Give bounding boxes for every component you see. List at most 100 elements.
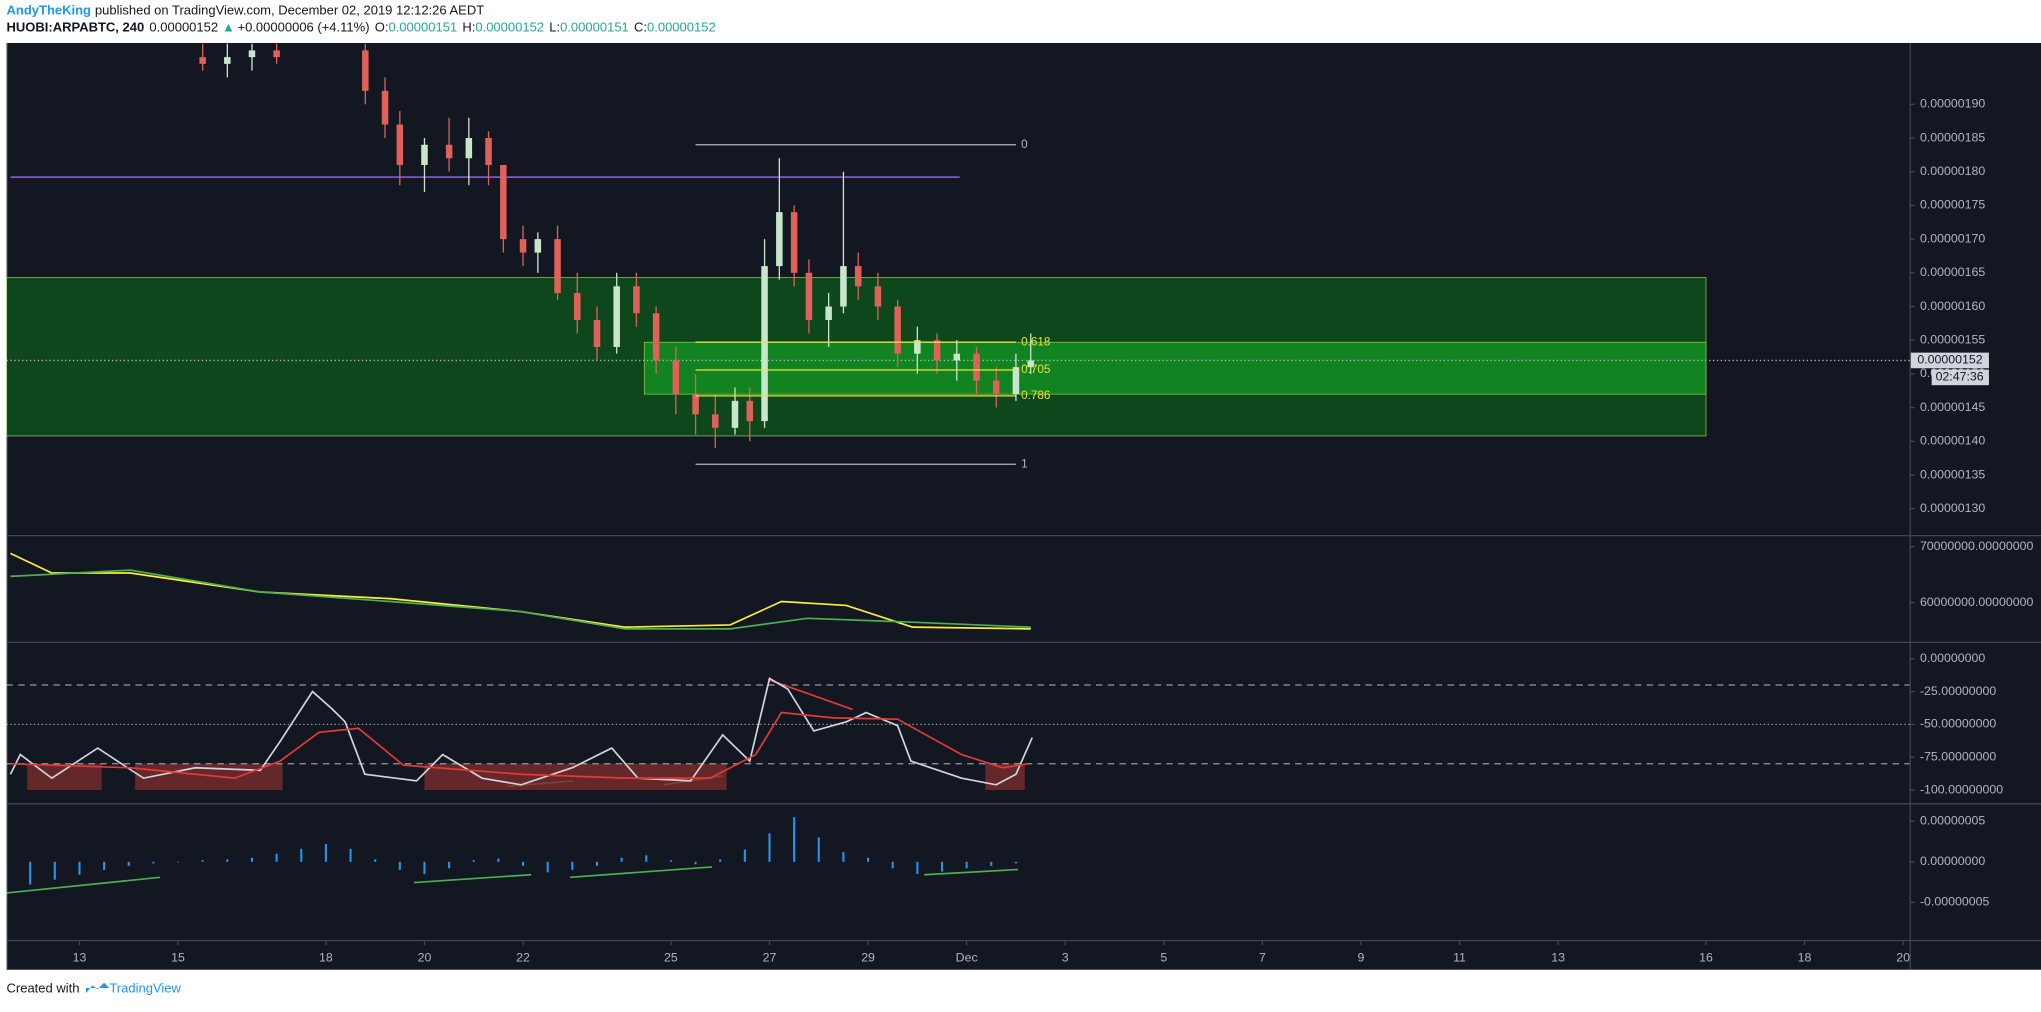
arrow: ▲: [222, 20, 235, 35]
y-tick-label: 0.00000190: [1920, 97, 1985, 111]
histogram-bar: [743, 849, 746, 862]
histogram-bar: [127, 861, 130, 866]
candle-body: [396, 124, 404, 165]
series-line: [10, 711, 1029, 780]
ohlc-label: C:: [634, 20, 647, 35]
y-tick-label: -25.00000000: [1920, 684, 1996, 698]
histogram-bar: [448, 861, 451, 869]
candle-body: [854, 266, 862, 287]
candle-body: [362, 50, 369, 91]
brand-logo: [85, 982, 110, 994]
x-tick-label: 13: [73, 950, 87, 964]
x-tick-label: 3: [1062, 950, 1069, 964]
x-tick-label: 11: [1453, 950, 1466, 964]
author: AndyTheKing: [7, 3, 92, 18]
ohlc-value: 0.00000152: [647, 20, 716, 35]
y-tick-label: 0.00000175: [1920, 198, 1985, 212]
histogram-bar: [571, 861, 574, 870]
pane: [6, 817, 1017, 892]
fib-label: 0.618: [1021, 335, 1050, 348]
y-tick-label: 0.00000180: [1920, 164, 1985, 178]
x-tick-label: 7: [1259, 950, 1266, 964]
histogram-bar: [595, 861, 599, 866]
ohlc-value: 0.00000151: [388, 20, 457, 35]
candle-body: [485, 138, 492, 165]
candle-body: [421, 144, 428, 165]
x-tick-label: 29: [861, 950, 875, 964]
histogram-bar: [694, 861, 697, 865]
histogram-bar: [891, 861, 894, 869]
candle-body: [652, 313, 660, 361]
x-tick-label: 22: [516, 950, 530, 964]
histogram-bar: [78, 861, 81, 875]
countdown-badge: [1931, 369, 1989, 386]
histogram-bar: [201, 860, 204, 862]
candle-body: [731, 400, 739, 428]
histogram-bar: [29, 861, 32, 885]
ohlc-label: L:: [549, 20, 560, 35]
histogram-bar: [275, 853, 278, 862]
histogram-bar: [669, 860, 672, 862]
histogram-bar: [349, 848, 352, 862]
histogram-bar: [324, 843, 327, 862]
y-tick-label: 0.00000145: [1920, 400, 1985, 414]
candle-body: [933, 340, 941, 361]
histogram-bar: [6, 861, 7, 892]
histogram-bar: [793, 817, 796, 862]
candle-body: [712, 414, 719, 428]
series-line: [10, 569, 1031, 630]
histogram-bar: [817, 837, 820, 862]
histogram-bar: [53, 861, 56, 880]
chart-background: [6, 42, 2041, 970]
candle-body: [574, 293, 581, 320]
histogram-bar: [768, 833, 771, 862]
y-tick-label: -0.00000005: [1920, 895, 1990, 909]
y-tick-label: 0.00000170: [1920, 231, 1985, 245]
histogram-bar: [940, 861, 944, 872]
y-tick-label: -100.00000000: [1920, 782, 2003, 796]
histogram-bar: [620, 857, 623, 862]
y-tick-label: 0.00000000: [1920, 651, 1985, 665]
pane-borders: [6, 42, 2041, 970]
histogram-bar: [398, 861, 401, 870]
histogram-bar: [965, 861, 968, 869]
ohlc-label: O:: [375, 20, 389, 35]
footer-created: Created with: [7, 981, 80, 996]
candle-body: [992, 380, 1000, 395]
y-tick-label: 0.00000140: [1920, 434, 1985, 448]
x-tick-label: 9: [1358, 950, 1365, 964]
candle-body: [825, 306, 832, 320]
candle-body: [248, 50, 256, 58]
y-tick-label: 0.00000185: [1920, 130, 1985, 144]
y-tick-label: 70000000.00000000: [1920, 539, 2034, 553]
candle-body: [840, 266, 847, 307]
y-tick-label: -50.00000000: [1920, 717, 1996, 731]
candle-body: [465, 138, 473, 159]
candle-body: [445, 144, 453, 159]
pane: [6, 677, 1910, 791]
candle-body: [500, 164, 507, 240]
candle-body: [273, 50, 280, 58]
fib-label: 1: [1021, 457, 1028, 470]
last-price-label: 0.00000152: [1917, 353, 1982, 367]
candle-body: [914, 340, 921, 354]
candle-body: [534, 239, 542, 253]
header-line-1: AndyTheKing published on TradingView.com,…: [7, 3, 485, 18]
candle-body: [746, 400, 754, 422]
fib-label: 0.786: [1021, 389, 1050, 402]
histogram-bar: [176, 861, 180, 863]
histogram-bar: [522, 861, 525, 866]
y-tick-label: 0.00000155: [1920, 332, 1985, 346]
histogram-bar: [546, 861, 549, 873]
x-tick-label: 25: [664, 950, 678, 964]
candle-body: [894, 306, 901, 354]
footer-brand[interactable]: TradingView: [109, 981, 181, 996]
histogram-bar: [497, 858, 500, 862]
histogram-bar: [250, 857, 254, 862]
histogram-bar: [423, 861, 426, 874]
x-tick-label: 18: [1798, 950, 1812, 964]
histogram-bar: [916, 861, 919, 874]
histogram-bar: [472, 860, 475, 862]
candle-body: [874, 286, 882, 307]
